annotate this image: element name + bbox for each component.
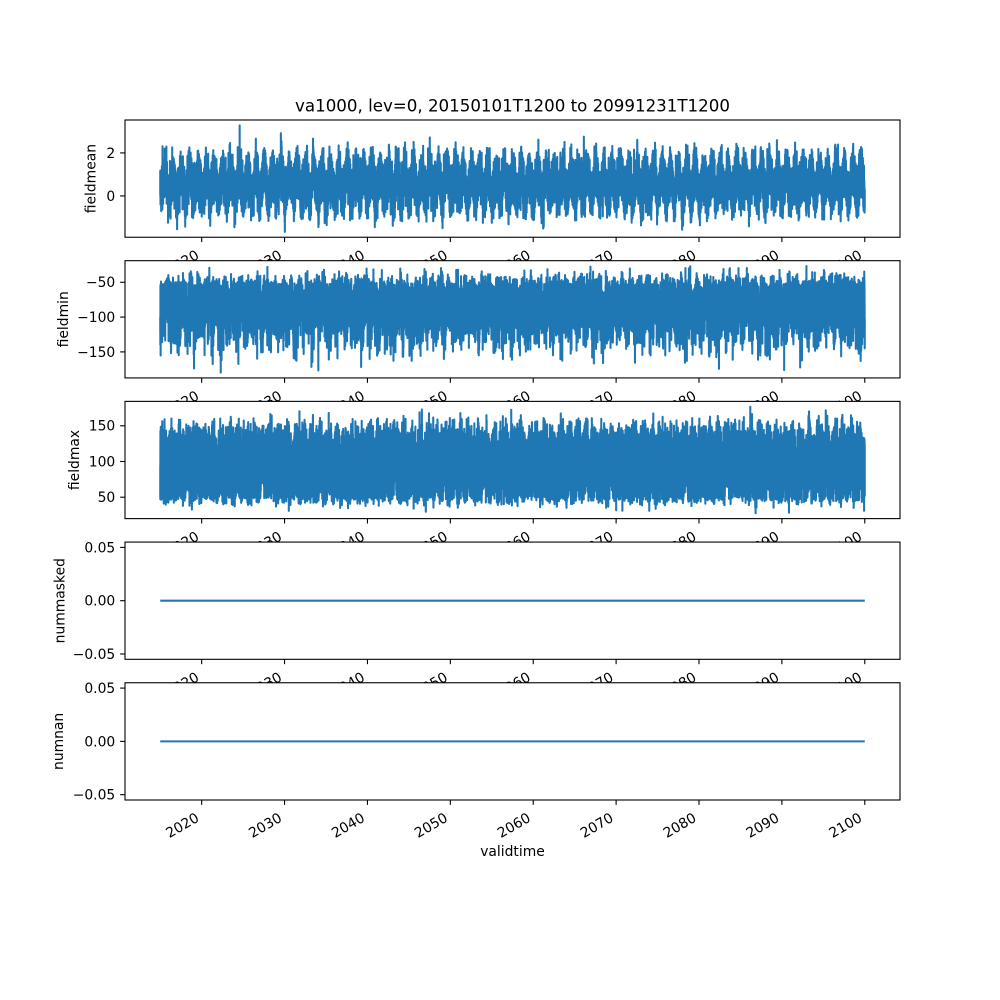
- subplot-fieldmean: 20202030204020502060207020802090210002fi…: [83, 119, 901, 279]
- subplot-numnan: 2020 2030 2040 2050 2060 2070 2080 2090 2100 0.05…: [51, 681, 901, 842]
- ylabel-fieldmax: fieldmax: [67, 430, 83, 490]
- xlabel: validtime: [480, 844, 545, 860]
- x-tick-label: 2100: [826, 810, 865, 842]
- y-tick-label: 0.05: [84, 681, 115, 697]
- axes-spines: [124, 682, 901, 801]
- axes-spines: [124, 400, 901, 520]
- x-tick-label: 2050: [412, 810, 451, 842]
- x-tick-label: 2030: [246, 810, 285, 842]
- y-tick-label: −150: [77, 345, 115, 361]
- y-tick-label: 0: [106, 189, 115, 205]
- y-tick-label: 50: [98, 490, 116, 506]
- x-tick-label: 2080: [661, 810, 700, 842]
- axes-spines: [124, 260, 901, 379]
- subplot-fieldmax: 2020203020402050206020702080209021005010…: [67, 400, 901, 560]
- line-fieldmin: [159, 265, 866, 374]
- line-fieldmax: [159, 405, 866, 515]
- y-tick-label: 0.00: [84, 594, 115, 610]
- y-tick-label: −50: [86, 275, 115, 291]
- x-tick-label: 2040: [329, 810, 368, 842]
- x-tick-label: 2060: [495, 810, 534, 842]
- subplot-nummasked: 2020203020402050206020702080209021000.05…: [53, 540, 901, 701]
- ylabel-nummasked: nummasked: [53, 558, 69, 643]
- ylabel-fieldmean: fieldmean: [83, 144, 99, 213]
- chart-title: va1000, lev=0, 20150101T1200 to 20991231…: [295, 97, 730, 116]
- ylabel-numnan: numnan: [51, 713, 67, 770]
- y-tick-label: 0.00: [84, 734, 115, 750]
- x-tick-label: 2090: [744, 810, 783, 842]
- y-tick-label: 150: [89, 419, 115, 435]
- y-tick-label: −0.05: [73, 647, 116, 663]
- axes-spines: [124, 119, 901, 238]
- subplot-fieldmin: 202020302040205020602070208020902100−50−…: [56, 260, 901, 420]
- y-tick-label: 100: [89, 454, 115, 470]
- y-tick-label: 2: [106, 146, 115, 162]
- x-tick-label: 2020: [163, 810, 202, 842]
- line-fieldmean: [159, 124, 866, 233]
- ylabel-fieldmin: fieldmin: [56, 291, 72, 347]
- y-tick-label: −100: [77, 310, 115, 326]
- y-tick-label: −0.05: [73, 788, 116, 804]
- axes-spines: [124, 541, 901, 660]
- x-tick-label: 2070: [578, 810, 617, 842]
- y-tick-label: 0.05: [84, 540, 115, 556]
